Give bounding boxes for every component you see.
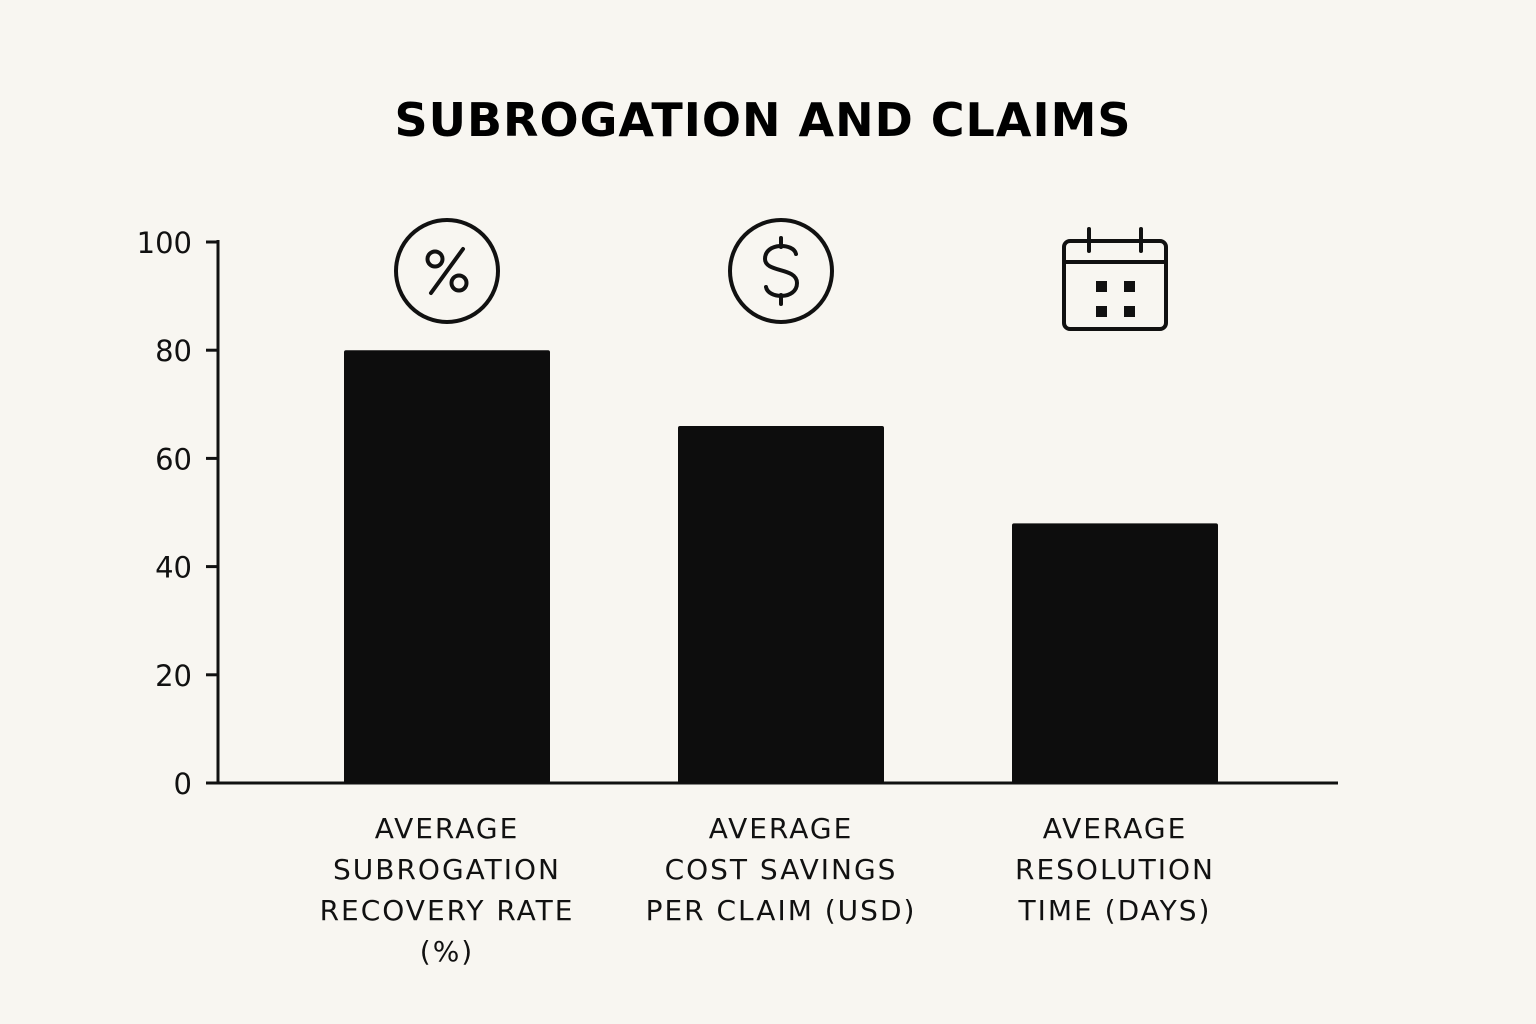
category-label-line: AVERAGE [1043,812,1188,845]
bar [1012,523,1218,783]
category-label-line: TIME (DAYS) [1018,894,1212,927]
chart-title: SUBROGATION AND CLAIMS [395,93,1132,147]
category-label-line: (%) [420,935,474,968]
y-tick-label: 60 [155,442,192,476]
y-tick-label: 0 [174,767,192,801]
category-label: AVERAGE COST SAVINGS PER CLAIM (USD) [646,812,917,927]
category-label: AVERAGE SUBROGATION RECOVERY RATE (%) [320,812,575,968]
category-label-line: RESOLUTION [1015,853,1215,886]
category-labels: AVERAGE SUBROGATION RECOVERY RATE (%)AVERAG… [320,812,1215,968]
dollar-icon [728,218,834,324]
calendar-icon [1062,227,1168,331]
category-label-line: RECOVERY RATE [320,894,575,927]
y-tick-label: 40 [155,551,192,585]
bar [344,350,550,783]
category-label-line: COST SAVINGS [665,853,898,886]
category-label-line: PER CLAIM (USD) [646,894,917,927]
y-tick-label: 100 [137,226,192,260]
category-label-line: AVERAGE [375,812,520,845]
category-label: AVERAGE RESOLUTION TIME (DAYS) [1015,812,1215,927]
category-label-line: SUBROGATION [333,853,561,886]
y-tick-label: 20 [155,659,192,693]
percent-icon [394,218,500,324]
bar [678,425,884,783]
bars [344,350,1218,783]
y-tick-label: 80 [155,334,192,368]
bar-icons [394,218,1168,331]
category-label-line: AVERAGE [709,812,854,845]
